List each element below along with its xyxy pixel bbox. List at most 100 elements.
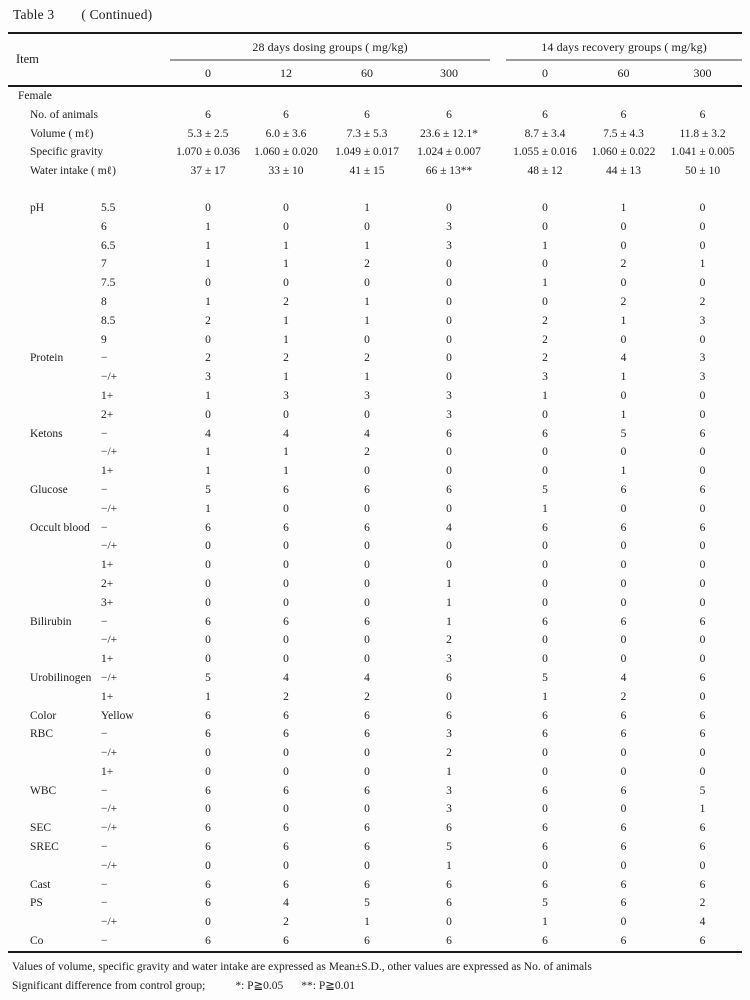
value-cell: 0 — [205, 859, 211, 872]
value-cell: 4 — [364, 671, 370, 684]
value-cell: 6 — [205, 521, 211, 534]
value-cell: 6 — [446, 483, 452, 496]
value-cell: 0 — [699, 408, 706, 421]
value-cell: 0 — [283, 540, 289, 553]
value-cell: 6 — [620, 822, 627, 835]
value-cell: 1 — [205, 220, 211, 233]
column-gap — [490, 237, 506, 256]
value-cell: 6 — [364, 841, 370, 854]
value-cell: 3 — [446, 784, 452, 797]
item-label: SEC — [30, 822, 52, 835]
value-cell: 6 — [699, 878, 706, 891]
item-label — [8, 575, 96, 594]
value-cell: 5 — [542, 671, 548, 684]
column-gap — [490, 406, 506, 425]
value-cell: 2 — [283, 690, 289, 703]
column-gap — [490, 838, 506, 857]
value-cell: 0 — [205, 803, 211, 816]
value-cell: 6 — [699, 108, 706, 121]
sub-label: 2+ — [101, 577, 114, 590]
value-cell: 1 — [364, 314, 370, 327]
value-cell: 0 — [620, 239, 627, 252]
value-cell: 3 — [699, 314, 706, 327]
value-cell: 5.3 ± 2.5 — [187, 127, 229, 140]
value-cell: 6 — [205, 841, 211, 854]
table-title: Table 3 — [13, 7, 55, 22]
value-cell: 0 — [446, 916, 452, 929]
value-cell: 0 — [446, 258, 452, 271]
value-cell: 6 — [620, 841, 627, 854]
value-cell: 3 — [364, 389, 370, 402]
column-gap — [490, 425, 506, 444]
value-cell: 6 — [283, 841, 289, 854]
value-cell: 1.060 ± 0.022 — [591, 146, 656, 159]
value-cell: 5 — [699, 784, 706, 797]
value-cell: 6 — [364, 935, 370, 948]
value-cell: 0 — [620, 653, 627, 666]
column-gap — [490, 519, 506, 538]
value-cell: 1 — [446, 765, 452, 778]
value-cell: 6 — [542, 935, 548, 948]
item-label: PS — [30, 897, 43, 910]
value-cell: 0 — [542, 747, 548, 760]
value-cell: 6 — [283, 521, 289, 534]
value-cell: 0 — [699, 653, 706, 666]
value-cell: 5 — [620, 427, 627, 440]
column-gap — [490, 575, 506, 594]
value-cell: 0 — [699, 465, 706, 478]
table-row: SEC −/+ 6 6 6 6 6 6 6 — [8, 819, 742, 838]
value-cell: 0 — [542, 765, 548, 778]
value-cell: 0 — [620, 803, 627, 816]
value-cell: 6 — [542, 427, 548, 440]
sub-label: −/+ — [101, 446, 118, 459]
dose-header-row: 0 12 60 300 0 60 300 — [8, 60, 743, 87]
column-gap — [490, 707, 506, 726]
value-cell: 0 — [620, 596, 627, 609]
table-row: Specific gravity 1.070 ± 0.036 1.060 ± 0.0… — [8, 143, 742, 162]
value-cell: 1 — [283, 371, 289, 384]
column-gap — [490, 763, 506, 782]
item-label: Bilirubin — [30, 615, 72, 628]
item-label — [8, 218, 96, 237]
value-cell: 6 — [364, 784, 370, 797]
table-row: 1+ 0 0 0 1 0 0 0 — [8, 763, 742, 782]
value-cell: 3 — [446, 389, 452, 402]
value-cell: 6 — [364, 709, 370, 722]
value-cell: 6 — [699, 427, 706, 440]
value-cell: 6 — [446, 709, 452, 722]
value-cell: 6 — [205, 728, 211, 741]
column-gap — [490, 33, 507, 87]
value-cell: 1 — [699, 803, 706, 816]
value-cell: 6 — [620, 897, 627, 910]
column-gap — [490, 255, 506, 274]
table-row: Glucose − 5 6 6 6 5 6 6 — [8, 481, 742, 500]
value-cell: 6 — [446, 935, 452, 948]
value-cell: 0 — [542, 634, 548, 647]
item-label — [8, 443, 96, 462]
column-gap — [490, 913, 506, 932]
column-gap — [490, 650, 506, 669]
value-cell: 6 — [620, 728, 627, 741]
value-cell: 6 — [446, 108, 452, 121]
value-cell: 4 — [446, 521, 452, 534]
value-cell: 1 — [542, 239, 548, 252]
value-cell: 0 — [446, 333, 452, 346]
group-header-row: Item 28 days dosing groups ( mg/kg) 14 d… — [8, 33, 743, 87]
value-cell: 0 — [620, 916, 627, 929]
value-cell: 6 — [283, 935, 289, 948]
value-cell: 0 — [364, 277, 370, 290]
value-cell: 0 — [205, 201, 211, 214]
table-row: 2+ 0 0 0 1 0 0 0 — [8, 575, 742, 594]
value-cell: 8.7 ± 3.4 — [524, 127, 566, 140]
table-row: Urobilinogen −/+ 5 4 4 6 5 4 6 — [8, 669, 742, 688]
value-cell: 2 — [446, 634, 452, 647]
value-cell: 6 — [446, 427, 452, 440]
item-label — [8, 763, 96, 782]
value-cell: 0 — [699, 690, 706, 703]
item-label: SREC — [30, 841, 59, 854]
table-row: PS − 6 4 5 6 5 6 2 — [8, 894, 742, 913]
item-label — [8, 368, 96, 387]
value-cell: 6 — [542, 822, 548, 835]
value-cell: 1 — [205, 258, 211, 271]
value-cell: 0 — [699, 859, 706, 872]
